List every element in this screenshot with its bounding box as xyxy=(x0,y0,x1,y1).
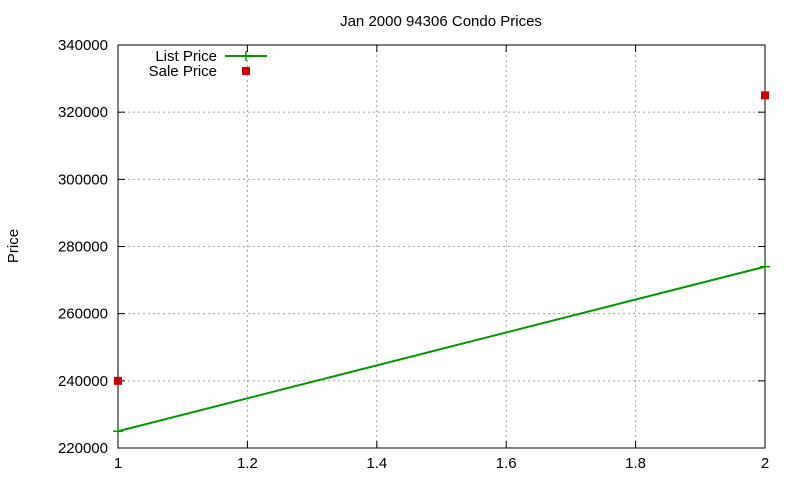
plot-series xyxy=(113,91,770,437)
x-tick-label: 1 xyxy=(114,455,122,472)
sale-price-point xyxy=(114,376,122,385)
x-tick-label: 1.6 xyxy=(496,455,517,472)
grid xyxy=(118,45,765,448)
legend-entry-sale-price: Sale Price xyxy=(149,63,250,80)
list-price-point xyxy=(113,426,123,437)
chart-title: Jan 2000 94306 Condo Prices xyxy=(340,13,542,30)
legend-marker xyxy=(241,51,251,61)
y-tick-label: 240000 xyxy=(58,373,108,390)
legend-label: Sale Price xyxy=(149,63,217,80)
tick-labels: 1 1.2 1.4 1.6 1.8 2 220000 240000 260000 280000 30… xyxy=(58,37,769,472)
y-tick-label: 320000 xyxy=(58,104,108,121)
y-tick-label: 260000 xyxy=(58,306,108,323)
x-tick-label: 1.2 xyxy=(237,455,258,472)
x-tick-label: 2 xyxy=(761,455,769,472)
axes xyxy=(117,44,766,449)
legend-entry-list-price: List Price xyxy=(155,48,267,65)
list-price-point xyxy=(760,261,770,272)
plot-border xyxy=(117,44,766,449)
legend-label: List Price xyxy=(155,48,217,65)
x-tick-label: 1.4 xyxy=(366,455,387,472)
list-price-series xyxy=(113,261,770,437)
legend-marker xyxy=(242,67,250,75)
y-tick-label: 220000 xyxy=(58,440,108,457)
y-axis-label: Price xyxy=(5,229,22,263)
x-tick-label: 1.8 xyxy=(625,455,646,472)
y-tick-label: 280000 xyxy=(58,239,108,256)
list-price-line xyxy=(117,265,766,433)
y-tick-label: 340000 xyxy=(58,37,108,54)
sale-price-series xyxy=(114,91,769,385)
sale-price-point xyxy=(761,91,769,100)
y-tick-label: 300000 xyxy=(58,171,108,188)
